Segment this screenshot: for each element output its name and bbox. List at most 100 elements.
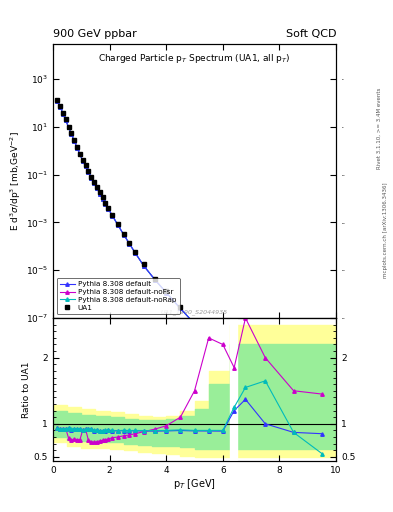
Y-axis label: Ratio to UA1: Ratio to UA1 <box>22 361 31 418</box>
Pythia 8.308 default <box>58 103 62 110</box>
Pythia 8.308 default-noFsr <box>55 98 60 104</box>
Pythia 8.308 default-noFsr <box>77 152 82 158</box>
Text: 900 GeV ppbar: 900 GeV ppbar <box>53 29 137 39</box>
Pythia 8.308 default-noFsr <box>103 201 108 207</box>
Pythia 8.308 default <box>178 306 183 312</box>
X-axis label: p$_T$ [GeV]: p$_T$ [GeV] <box>173 477 216 492</box>
Pythia 8.308 default-noRap <box>121 231 126 238</box>
Pythia 8.308 default-noFsr <box>97 190 102 197</box>
Pythia 8.308 default-noRap <box>103 201 108 207</box>
UA1 <box>133 248 138 254</box>
Pythia 8.308 default <box>110 213 115 219</box>
UA1 <box>164 288 169 294</box>
Pythia 8.308 default-noFsr <box>320 418 324 424</box>
UA1 <box>58 103 62 109</box>
Pythia 8.308 default-noFsr <box>58 103 62 110</box>
Pythia 8.308 default <box>66 124 71 131</box>
Pythia 8.308 default-noRap <box>92 180 96 186</box>
Pythia 8.308 default <box>75 145 79 151</box>
Pythia 8.308 default <box>291 401 296 407</box>
UA1 <box>83 162 88 168</box>
Pythia 8.308 default-noFsr <box>63 117 68 123</box>
Pythia 8.308 default <box>220 348 225 354</box>
UA1 <box>127 240 132 246</box>
Pythia 8.308 default-noRap <box>291 401 296 407</box>
UA1 <box>106 205 110 211</box>
Pythia 8.308 default-noFsr <box>72 138 77 144</box>
Pythia 8.308 default-noFsr <box>100 196 105 202</box>
Pythia 8.308 default-noFsr <box>81 158 85 164</box>
Pythia 8.308 default-noRap <box>152 276 157 283</box>
UA1 <box>277 398 282 404</box>
Pythia 8.308 default-noFsr <box>220 348 225 354</box>
Pythia 8.308 default-noRap <box>95 185 99 191</box>
Pythia 8.308 default-noRap <box>69 132 74 138</box>
Pythia 8.308 default <box>103 201 108 207</box>
UA1 <box>92 179 96 185</box>
UA1 <box>55 97 60 103</box>
Text: Rivet 3.1.10, >= 3.4M events: Rivet 3.1.10, >= 3.4M events <box>377 88 382 168</box>
UA1 <box>100 195 105 201</box>
Pythia 8.308 default-noRap <box>127 241 132 247</box>
Pythia 8.308 default-noFsr <box>232 358 237 365</box>
Pythia 8.308 default <box>97 190 102 197</box>
UA1 <box>110 211 115 218</box>
Pythia 8.308 default <box>63 117 68 123</box>
Pythia 8.308 default-noRap <box>66 124 71 131</box>
Pythia 8.308 default-noFsr <box>95 185 99 191</box>
Pythia 8.308 default-noRap <box>243 371 248 377</box>
Pythia 8.308 default-noRap <box>220 348 225 354</box>
UA1 <box>97 189 102 196</box>
UA1 <box>206 334 211 340</box>
Pythia 8.308 default <box>81 158 85 164</box>
Line: Pythia 8.308 default: Pythia 8.308 default <box>55 99 323 423</box>
Pythia 8.308 default-noFsr <box>121 231 126 238</box>
Pythia 8.308 default <box>141 263 146 269</box>
Line: UA1: UA1 <box>55 98 310 425</box>
Pythia 8.308 default-noFsr <box>133 250 138 256</box>
UA1 <box>95 184 99 190</box>
UA1 <box>72 137 77 143</box>
Pythia 8.308 default <box>89 175 94 181</box>
Pythia 8.308 default <box>232 358 237 365</box>
Pythia 8.308 default-noRap <box>81 158 85 164</box>
UA1 <box>86 168 91 174</box>
Pythia 8.308 default-noFsr <box>86 169 91 175</box>
Pythia 8.308 default-noRap <box>100 196 105 202</box>
UA1 <box>81 157 85 163</box>
Pythia 8.308 default <box>106 206 110 212</box>
UA1 <box>61 110 65 116</box>
Pythia 8.308 default-noFsr <box>206 335 211 341</box>
Line: Pythia 8.308 default-noRap: Pythia 8.308 default-noRap <box>55 99 323 423</box>
Pythia 8.308 default <box>100 196 105 202</box>
Pythia 8.308 default-noRap <box>61 111 65 117</box>
Pythia 8.308 default <box>77 152 82 158</box>
UA1 <box>69 131 74 137</box>
Pythia 8.308 default-noRap <box>97 190 102 197</box>
UA1 <box>263 386 268 392</box>
UA1 <box>178 304 183 310</box>
UA1 <box>89 174 94 180</box>
Pythia 8.308 default-noRap <box>320 418 324 424</box>
Pythia 8.308 default <box>320 418 324 424</box>
Pythia 8.308 default-noRap <box>141 263 146 269</box>
Pythia 8.308 default-noFsr <box>243 371 248 377</box>
Pythia 8.308 default <box>92 180 96 186</box>
Pythia 8.308 default-noRap <box>55 98 60 104</box>
Pythia 8.308 default-noFsr <box>141 263 146 269</box>
Pythia 8.308 default-noRap <box>263 384 268 390</box>
Pythia 8.308 default-noFsr <box>178 306 183 312</box>
Pythia 8.308 default <box>116 222 121 228</box>
Pythia 8.308 default <box>121 231 126 238</box>
Pythia 8.308 default-noRap <box>192 321 197 327</box>
Pythia 8.308 default <box>86 169 91 175</box>
Pythia 8.308 default <box>192 321 197 327</box>
Text: Charged Particle p$_T$ Spectrum (UA1, all p$_T$): Charged Particle p$_T$ Spectrum (UA1, al… <box>98 52 291 65</box>
Pythia 8.308 default-noFsr <box>192 321 197 327</box>
Pythia 8.308 default-noRap <box>110 213 115 219</box>
Pythia 8.308 default <box>72 138 77 144</box>
Pythia 8.308 default <box>69 132 74 138</box>
UA1 <box>121 230 126 237</box>
UA1 <box>305 420 310 426</box>
Legend: Pythia 8.308 default, Pythia 8.308 default-noFsr, Pythia 8.308 default-noRap, UA: Pythia 8.308 default, Pythia 8.308 defau… <box>57 278 180 314</box>
